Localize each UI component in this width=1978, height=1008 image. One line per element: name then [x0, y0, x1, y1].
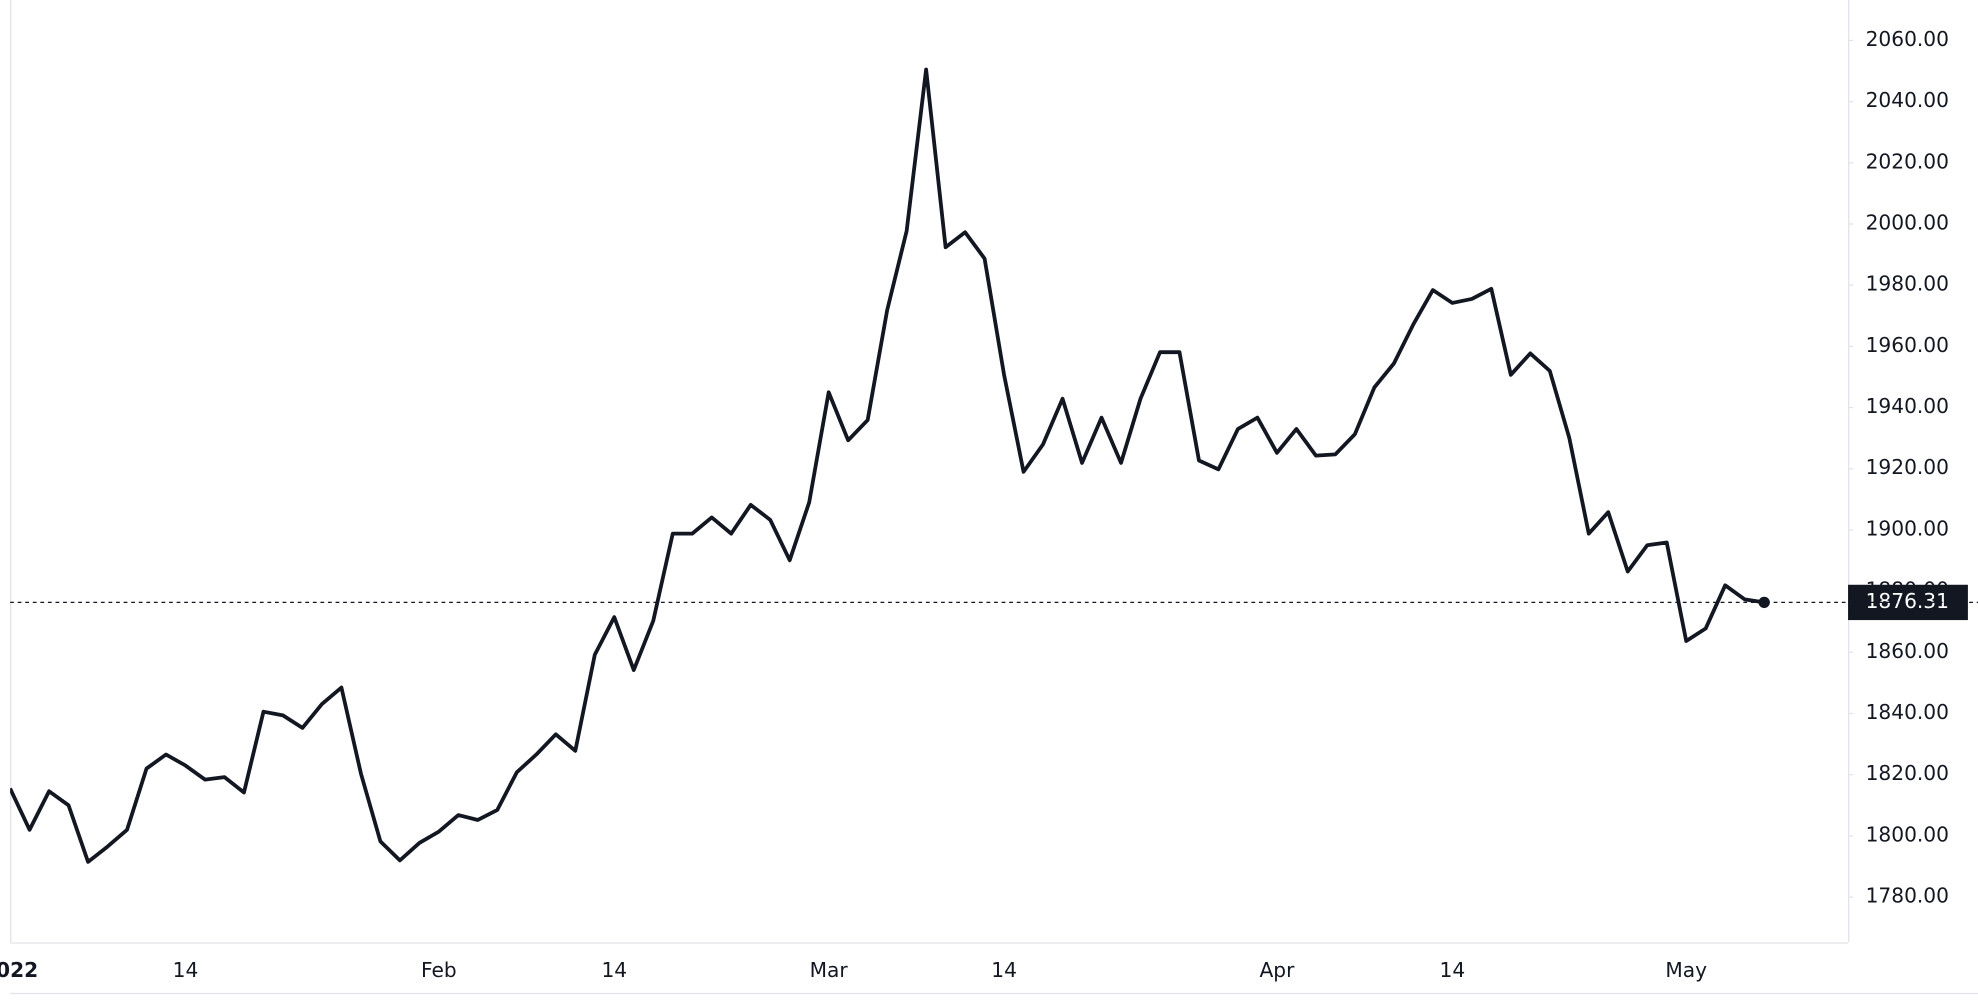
y-tick-label: 1820.00	[1866, 761, 1949, 785]
x-tick-label: Feb	[421, 958, 457, 982]
y-tick-label: 1900.00	[1866, 516, 1949, 540]
y-tick-label: 1800.00	[1866, 822, 1949, 846]
axes: 1780.001800.001820.001840.001860.001880.…	[1848, 27, 1968, 908]
y-tick-label: 1840.00	[1866, 700, 1949, 724]
x-tick-label: 14	[601, 958, 627, 982]
y-tick-label: 1940.00	[1866, 394, 1949, 418]
price-line	[10, 67, 1765, 864]
y-tick-label: 1780.00	[1866, 884, 1949, 908]
x-tick-label: Mar	[810, 958, 849, 982]
price-tag-label: 1876.31	[1866, 589, 1949, 613]
x-tick-label: Apr	[1259, 958, 1295, 982]
x-tick-label: 14	[1440, 958, 1466, 982]
y-tick-label: 1860.00	[1866, 639, 1949, 663]
y-tick-label: 1980.00	[1866, 272, 1949, 296]
last-price-dot	[1758, 596, 1770, 609]
x-tick-label: 2022	[0, 958, 38, 982]
x-tick-label: 14	[991, 958, 1017, 982]
y-tick-label: 2020.00	[1866, 149, 1949, 173]
y-tick-label: 2040.00	[1866, 88, 1949, 112]
x-tick-label: May	[1665, 958, 1707, 982]
y-tick-label: 2060.00	[1866, 27, 1949, 51]
plot	[10, 67, 1849, 864]
x-tick-label: 14	[173, 958, 199, 982]
y-tick-label: 2000.00	[1866, 210, 1949, 234]
y-tick-label: 1960.00	[1866, 333, 1949, 357]
y-tick-label: 1920.00	[1866, 455, 1949, 479]
